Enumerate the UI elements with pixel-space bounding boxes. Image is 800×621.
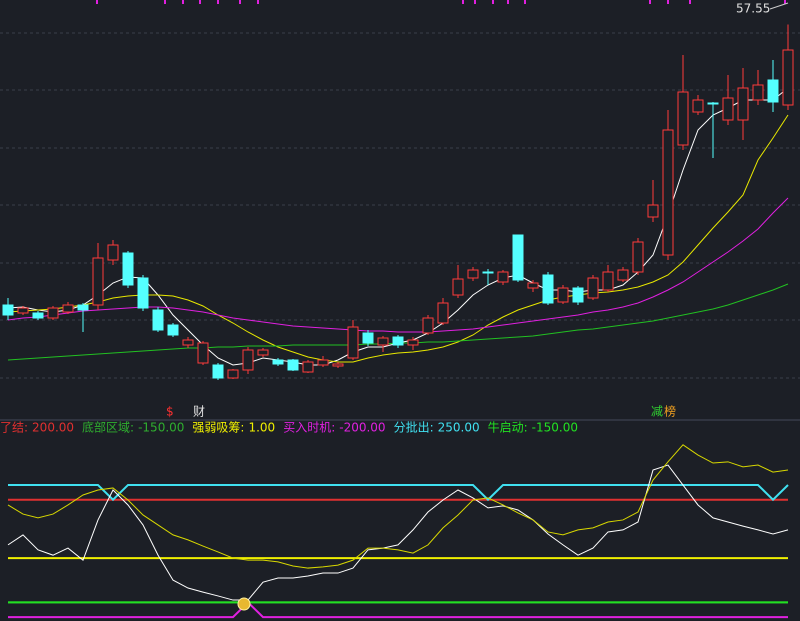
candle-body <box>767 79 779 103</box>
annotation: $ <box>166 405 174 419</box>
candle-body <box>272 359 284 365</box>
indicator-legend: 了结: 200.00 底部区域: -150.00 强弱吸筹: 1.00 买入时机: -200.… <box>0 420 578 435</box>
indicator-panel <box>7 444 789 619</box>
line <box>7 444 789 569</box>
candle-body <box>497 271 509 283</box>
candle-body <box>662 129 674 256</box>
candle-body <box>212 364 224 379</box>
candle-body <box>437 302 449 324</box>
max-pointer <box>769 2 789 10</box>
candle-body <box>332 363 344 367</box>
candle-body <box>587 277 599 299</box>
candle-body <box>782 49 794 106</box>
line <box>8 484 789 502</box>
coin-icon <box>237 597 251 611</box>
candle-body <box>452 278 464 296</box>
candle-body <box>167 324 179 336</box>
legend-value: -150.00 <box>532 421 578 435</box>
candle-body <box>317 359 329 366</box>
candle-body <box>77 304 89 311</box>
candle-body <box>47 307 59 319</box>
legend-value: 250.00 <box>438 421 480 435</box>
candle-body <box>632 241 644 273</box>
candle-body <box>677 91 689 146</box>
line <box>7 464 789 601</box>
candle-body <box>257 349 269 356</box>
legend-value: -200.00 <box>339 421 385 435</box>
candle-body <box>752 84 764 101</box>
candle-body <box>482 271 494 274</box>
candle-body <box>422 317 434 334</box>
annotation: 财 <box>193 405 205 419</box>
candle-body <box>122 252 134 286</box>
candle-body <box>692 99 704 113</box>
legend-value: -150.00 <box>138 421 184 435</box>
candle-body <box>737 87 749 121</box>
candle-body <box>362 332 374 344</box>
legend-name: 分批出: <box>394 420 434 435</box>
candle-body <box>512 234 524 281</box>
candle-body <box>62 304 74 313</box>
candle-body <box>542 274 554 304</box>
candle-body <box>647 204 659 218</box>
legend-value: 1.00 <box>248 421 275 435</box>
candle-body <box>92 257 104 306</box>
candle-body <box>2 304 14 316</box>
candle-body <box>617 269 629 281</box>
line <box>8 600 788 619</box>
candle-body <box>377 337 389 346</box>
candle-body <box>407 339 419 346</box>
candle-body <box>287 359 299 371</box>
candle-body <box>572 287 584 303</box>
legend-name: 强弱吸筹: <box>192 421 244 435</box>
annotation: 减 <box>651 405 663 419</box>
candle-body <box>107 244 119 261</box>
candle-body <box>392 336 404 346</box>
candle-body <box>17 307 29 314</box>
annotation: 榜 <box>664 404 676 419</box>
candle-body <box>707 102 719 105</box>
candle-body <box>467 269 479 279</box>
candle-body <box>722 97 734 121</box>
legend-value: 200.00 <box>32 421 74 435</box>
candle-body <box>557 287 569 303</box>
candle-body <box>137 277 149 309</box>
candle-body <box>197 342 209 364</box>
max-label: 57.55 <box>736 2 770 16</box>
candle-body <box>32 312 44 319</box>
signal-marks <box>96 0 786 4</box>
candle-body <box>527 282 539 289</box>
legend-name: 牛启动: <box>488 420 528 435</box>
candle-body <box>242 349 254 371</box>
candle-body <box>347 326 359 359</box>
candle-body <box>302 361 314 373</box>
candle-body <box>152 309 164 331</box>
candle-body <box>602 271 614 291</box>
candle-body <box>182 339 194 346</box>
candle-body <box>227 369 239 379</box>
legend-name: 买入时机: <box>283 421 335 435</box>
price-panel <box>2 24 794 380</box>
legend-name: 底部区域: <box>82 420 134 435</box>
legend-name: 了结: <box>0 421 28 435</box>
